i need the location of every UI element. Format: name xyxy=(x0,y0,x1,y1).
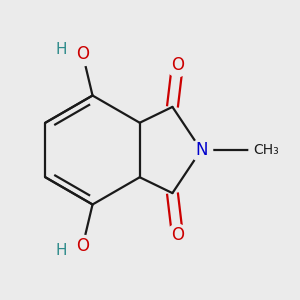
Text: O: O xyxy=(171,56,184,74)
Text: CH₃: CH₃ xyxy=(254,143,279,157)
Text: O: O xyxy=(76,45,89,63)
Text: O: O xyxy=(171,226,184,244)
Text: H: H xyxy=(55,42,67,57)
Text: H: H xyxy=(55,243,67,258)
Text: N: N xyxy=(195,141,207,159)
Text: O: O xyxy=(76,237,89,255)
